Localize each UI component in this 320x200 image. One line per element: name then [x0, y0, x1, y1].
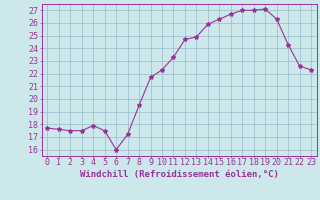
X-axis label: Windchill (Refroidissement éolien,°C): Windchill (Refroidissement éolien,°C) [80, 170, 279, 179]
